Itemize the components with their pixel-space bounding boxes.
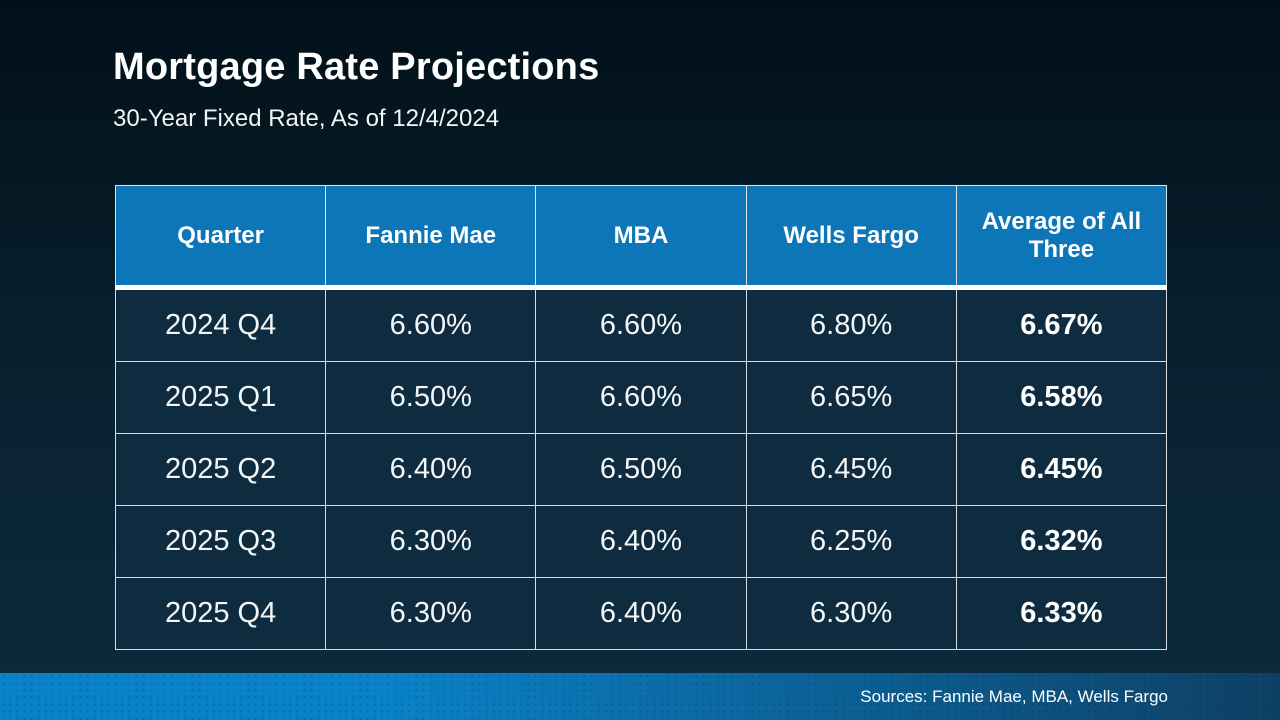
table-body: 2024 Q4 6.60% 6.60% 6.80% 6.67% 2025 Q1 6.50% 6… [114,287,1168,650]
rate-cell: 6.50% [325,361,537,434]
column-header: Quarter [114,185,327,290]
column-header: Wells Fargo [745,185,957,290]
rate-cell: 6.65% [745,361,957,434]
table-row: 2025 Q2 6.40% 6.50% 6.45% 6.45% [114,433,1168,506]
quarter-cell: 2025 Q4 [114,577,327,650]
sources-text: Sources: Fannie Mae, MBA, Wells Fargo [860,687,1168,706]
table-row: 2025 Q1 6.50% 6.60% 6.65% 6.58% [114,361,1168,434]
page-title: Mortgage Rate Projections [113,46,600,88]
quarter-cell: 2025 Q3 [114,505,327,578]
rate-cell: 6.30% [745,577,957,650]
rate-cell: 6.40% [535,505,747,578]
rate-cell: 6.40% [535,577,747,650]
quarter-cell: 2025 Q1 [114,361,327,434]
rate-cell: 6.50% [535,433,747,506]
column-header: Fannie Mae [325,185,537,290]
table-row: 2025 Q4 6.30% 6.40% 6.30% 6.33% [114,577,1168,650]
quarter-cell: 2025 Q2 [114,433,327,506]
average-cell: 6.45% [955,433,1168,506]
average-cell: 6.33% [955,577,1168,650]
average-cell: 6.67% [955,287,1168,362]
rate-cell: 6.80% [745,287,957,362]
average-cell: 6.32% [955,505,1168,578]
table-header: Quarter Fannie Mae MBA Wells Fargo Average o… [114,185,1168,290]
footer-bar: Sources: Fannie Mae, MBA, Wells Fargo [0,673,1280,720]
rate-cell: 6.45% [745,433,957,506]
rate-cell: 6.40% [325,433,537,506]
rate-cell: 6.25% [745,505,957,578]
rate-cell: 6.60% [535,287,747,362]
rate-cell: 6.60% [535,361,747,434]
column-header: Average of All Three [955,185,1168,290]
column-header: MBA [535,185,747,290]
table-header-row: Quarter Fannie Mae MBA Wells Fargo Average o… [114,185,1168,290]
page-subtitle: 30-Year Fixed Rate, As of 12/4/2024 [113,105,500,132]
mortgage-rate-table: Quarter Fannie Mae MBA Wells Fargo Average o… [114,185,1168,650]
rate-cell: 6.30% [325,577,537,650]
quarter-cell: 2024 Q4 [114,287,327,362]
rate-cell: 6.60% [325,287,537,362]
rate-cell: 6.30% [325,505,537,578]
average-cell: 6.58% [955,361,1168,434]
table-row: 2024 Q4 6.60% 6.60% 6.80% 6.67% [114,287,1168,362]
table-row: 2025 Q3 6.30% 6.40% 6.25% 6.32% [114,505,1168,578]
